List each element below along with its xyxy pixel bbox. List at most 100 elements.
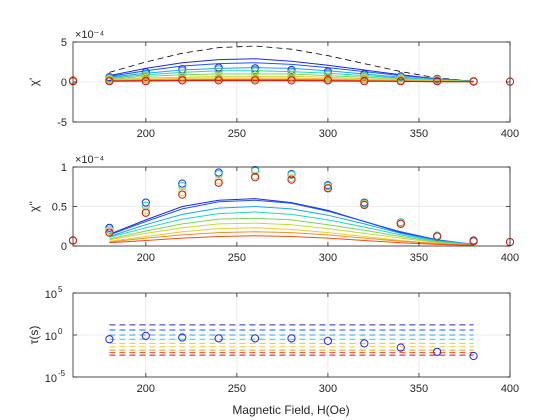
data-marker bbox=[178, 72, 187, 81]
series-line-4 bbox=[109, 211, 474, 245]
series-line-7 bbox=[109, 227, 474, 246]
y-tick-label: -5 bbox=[57, 117, 67, 129]
series-line-9 bbox=[109, 235, 474, 246]
data-marker bbox=[323, 184, 333, 193]
series-line-2 bbox=[109, 199, 474, 245]
x-tick-label: 400 bbox=[501, 383, 519, 395]
y-tick-label-exponent: 0 bbox=[58, 327, 63, 336]
series-line-5 bbox=[109, 217, 474, 246]
data-marker bbox=[178, 66, 187, 75]
x-tick-label: 250 bbox=[228, 252, 246, 264]
data-marker bbox=[469, 77, 478, 86]
data-marker bbox=[105, 228, 114, 237]
data-marker bbox=[178, 190, 187, 199]
data-marker bbox=[287, 170, 296, 179]
data-marker bbox=[287, 76, 296, 85]
data-marker bbox=[178, 179, 187, 188]
y-tick-label-base: 10 bbox=[45, 373, 57, 385]
y-exponent-label: ×10⁻⁴ bbox=[75, 29, 104, 41]
y-tick-label: 0 bbox=[61, 77, 67, 89]
series-line-6 bbox=[109, 222, 474, 246]
data-marker bbox=[396, 77, 405, 86]
data-marker bbox=[178, 188, 187, 197]
tau-point bbox=[287, 334, 296, 343]
x-tick-label: 300 bbox=[319, 252, 337, 264]
y-exponent-label: ×10⁻⁴ bbox=[75, 154, 104, 166]
data-marker bbox=[214, 65, 223, 74]
x-tick-label: 350 bbox=[410, 252, 428, 264]
x-tick-label: 250 bbox=[228, 383, 246, 395]
data-marker bbox=[250, 173, 260, 182]
y-tick-label: 5 bbox=[61, 37, 67, 49]
data-marker bbox=[287, 72, 296, 81]
data-marker bbox=[250, 71, 260, 80]
data-marker bbox=[141, 208, 150, 217]
data-marker bbox=[250, 76, 260, 85]
x-tick-label: 200 bbox=[137, 252, 155, 264]
series-line-2 bbox=[109, 62, 474, 82]
x-axis-label: Magnetic Field, H(Oe) bbox=[232, 403, 349, 417]
data-marker bbox=[214, 178, 223, 187]
data-marker bbox=[178, 76, 187, 85]
x-tick-label: 300 bbox=[319, 128, 337, 140]
data-marker bbox=[323, 76, 333, 85]
x-tick-label: 400 bbox=[501, 252, 519, 264]
tau-point bbox=[469, 351, 478, 361]
series-line-8 bbox=[109, 231, 474, 246]
data-marker bbox=[141, 71, 150, 80]
data-marker bbox=[214, 71, 223, 80]
data-marker bbox=[141, 77, 150, 86]
tau-point bbox=[141, 331, 150, 340]
data-marker bbox=[214, 76, 223, 85]
tau-point bbox=[178, 333, 187, 342]
x-tick-label: 300 bbox=[319, 383, 337, 395]
chi-double-prime-panel: 200 250 300 350 400 0 0.5 1 ×10⁻⁴ χ'' bbox=[27, 154, 519, 264]
x-tick-label: 200 bbox=[137, 383, 155, 395]
y-tick-label-exponent: 5 bbox=[58, 285, 63, 294]
y-tick-label: 0 bbox=[61, 241, 67, 253]
data-marker bbox=[323, 73, 333, 82]
data-marker bbox=[396, 219, 405, 228]
tau-point bbox=[433, 347, 442, 356]
tau-point bbox=[323, 336, 333, 345]
data-marker bbox=[433, 77, 442, 86]
x-tick-label: 200 bbox=[137, 128, 155, 140]
y-tick-label-base: 10 bbox=[45, 331, 57, 343]
x-tick-label: 350 bbox=[410, 128, 428, 140]
reference-dashed-curve bbox=[109, 45, 474, 82]
y-tick-label: 1 bbox=[61, 162, 67, 174]
x-tick-label: 400 bbox=[501, 128, 519, 140]
series-line-1 bbox=[109, 198, 474, 245]
series-line-3 bbox=[109, 205, 474, 245]
data-marker bbox=[105, 77, 114, 86]
data-marker bbox=[178, 181, 187, 191]
y-tick-label-base: 10 bbox=[45, 289, 57, 301]
data-marker bbox=[433, 232, 442, 241]
chi-prime-panel: 200 250 300 350 400 -5 0 5 ×10⁻⁴ χ' bbox=[27, 29, 519, 140]
tau-point bbox=[250, 334, 260, 343]
y-tick-label-exponent: -5 bbox=[58, 369, 66, 378]
data-marker bbox=[323, 70, 333, 79]
data-marker bbox=[360, 77, 369, 86]
tau-point bbox=[105, 335, 114, 344]
y-axis-label: χ' bbox=[27, 78, 41, 87]
x-tick-label: 250 bbox=[228, 128, 246, 140]
data-marker bbox=[287, 175, 296, 184]
data-marker bbox=[360, 200, 369, 210]
y-tick-label: 0.5 bbox=[52, 202, 67, 214]
y-axis-label: χ'' bbox=[27, 201, 41, 212]
tau-point bbox=[396, 343, 405, 352]
data-marker bbox=[469, 237, 478, 246]
data-marker bbox=[141, 198, 150, 207]
series-line-4 bbox=[109, 70, 474, 82]
x-tick-label: 350 bbox=[410, 383, 428, 395]
tau-point bbox=[360, 339, 369, 348]
data-marker bbox=[214, 170, 223, 179]
y-axis-label: τ(s) bbox=[27, 326, 41, 345]
data-marker bbox=[141, 206, 150, 215]
data-marker bbox=[214, 176, 223, 185]
tau-point bbox=[214, 334, 223, 343]
